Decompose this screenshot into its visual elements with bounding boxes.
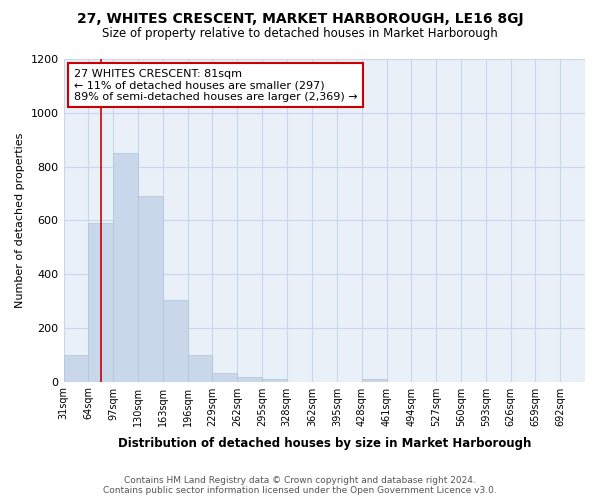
Bar bbox=[163, 300, 188, 382]
X-axis label: Distribution of detached houses by size in Market Harborough: Distribution of detached houses by size … bbox=[118, 437, 531, 450]
Bar bbox=[113, 153, 138, 382]
Text: Contains HM Land Registry data © Crown copyright and database right 2024.
Contai: Contains HM Land Registry data © Crown c… bbox=[103, 476, 497, 495]
Text: 27 WHITES CRESCENT: 81sqm
← 11% of detached houses are smaller (297)
89% of semi: 27 WHITES CRESCENT: 81sqm ← 11% of detac… bbox=[74, 68, 358, 102]
Bar bbox=[64, 354, 88, 382]
Text: 27, WHITES CRESCENT, MARKET HARBOROUGH, LE16 8GJ: 27, WHITES CRESCENT, MARKET HARBOROUGH, … bbox=[77, 12, 523, 26]
Y-axis label: Number of detached properties: Number of detached properties bbox=[15, 132, 25, 308]
Bar bbox=[262, 379, 287, 382]
Bar bbox=[237, 376, 262, 382]
Bar bbox=[212, 373, 237, 382]
Bar bbox=[362, 379, 386, 382]
Bar bbox=[188, 354, 212, 382]
Bar bbox=[88, 223, 113, 382]
Text: Size of property relative to detached houses in Market Harborough: Size of property relative to detached ho… bbox=[102, 28, 498, 40]
Bar bbox=[138, 196, 163, 382]
